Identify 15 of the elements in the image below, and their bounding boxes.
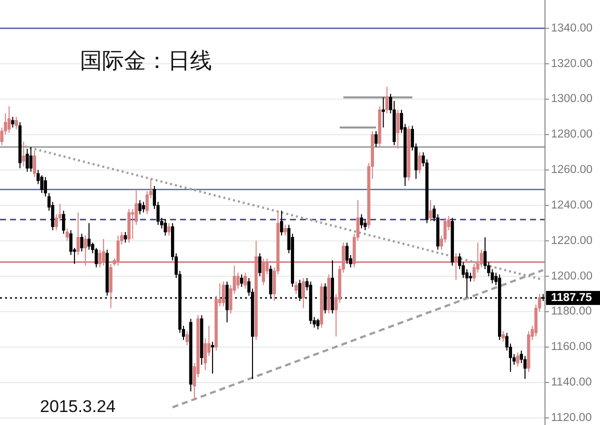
y-tick-label: 1180.00 — [551, 306, 592, 318]
annotation: 2015.3.24 — [40, 397, 116, 416]
y-tick-label: 1240.00 — [551, 199, 593, 212]
y-tick-label: 1260.00 — [551, 164, 593, 176]
y-tick-label: 1160.00 — [551, 341, 592, 354]
y-tick-label: 1120.00 — [551, 412, 592, 424]
y-tick-label: 1140.00 — [551, 376, 592, 389]
y-tick-label: 1220.00 — [551, 234, 593, 247]
y-tick-label: 1300.00 — [551, 93, 593, 106]
y-tick-label: 1340.00 — [551, 22, 593, 34]
y-tick-label: 1320.00 — [551, 58, 593, 70]
ref-line-label: 1187.75 — [551, 292, 593, 304]
y-tick-label: 1200.00 — [551, 270, 593, 282]
text: 国际金：日线 — [80, 48, 212, 73]
y-tick-label: 1280.00 — [551, 128, 593, 141]
